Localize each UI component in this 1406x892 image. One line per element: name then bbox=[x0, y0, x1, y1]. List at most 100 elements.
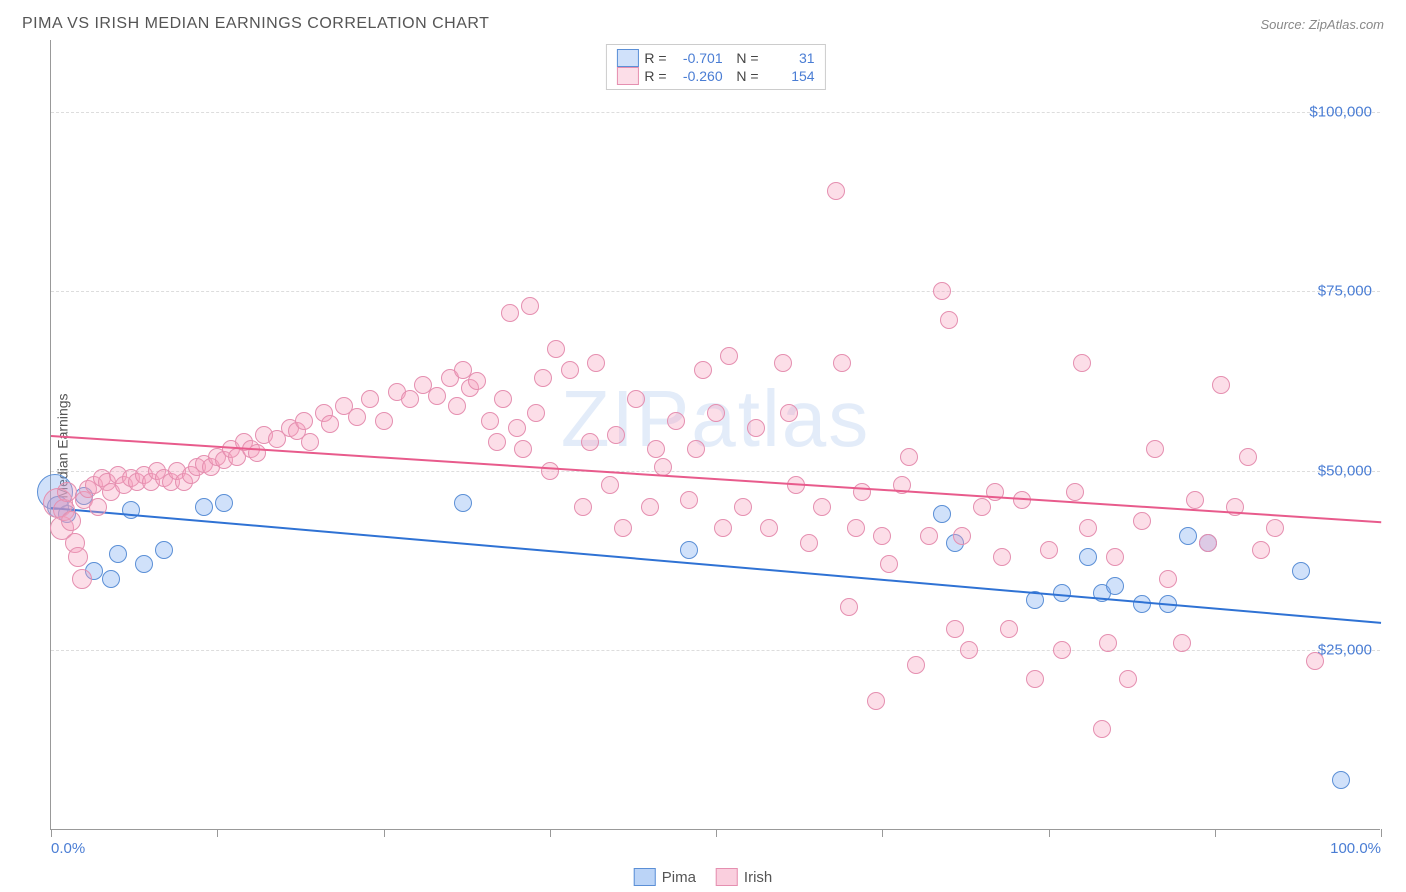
data-point bbox=[667, 412, 685, 430]
data-point bbox=[1252, 541, 1270, 559]
data-point bbox=[301, 433, 319, 451]
x-tick bbox=[51, 829, 52, 837]
data-point bbox=[122, 501, 140, 519]
gridline bbox=[51, 291, 1380, 292]
data-point bbox=[647, 440, 665, 458]
data-point bbox=[953, 527, 971, 545]
data-point bbox=[847, 519, 865, 537]
data-point bbox=[880, 555, 898, 573]
data-point bbox=[454, 494, 472, 512]
data-point bbox=[867, 692, 885, 710]
data-point bbox=[694, 361, 712, 379]
data-point bbox=[541, 462, 559, 480]
data-point bbox=[581, 433, 599, 451]
data-point bbox=[514, 440, 532, 458]
data-point bbox=[920, 527, 938, 545]
x-tick bbox=[882, 829, 883, 837]
data-point bbox=[720, 347, 738, 365]
data-point bbox=[155, 541, 173, 559]
data-point bbox=[933, 282, 951, 300]
data-point bbox=[780, 404, 798, 422]
data-point bbox=[1292, 562, 1310, 580]
data-point bbox=[468, 372, 486, 390]
data-point bbox=[900, 448, 918, 466]
data-point bbox=[1106, 577, 1124, 595]
x-tick bbox=[550, 829, 551, 837]
data-point bbox=[1066, 483, 1084, 501]
data-point bbox=[1239, 448, 1257, 466]
data-point bbox=[813, 498, 831, 516]
y-tick-label: $25,000 bbox=[1318, 642, 1372, 659]
legend-r-value: -0.701 bbox=[673, 50, 723, 66]
data-point bbox=[680, 491, 698, 509]
data-point bbox=[1146, 440, 1164, 458]
data-point bbox=[295, 412, 313, 430]
x-tick bbox=[217, 829, 218, 837]
x-tick bbox=[1381, 829, 1382, 837]
legend-r-label: R = bbox=[644, 50, 666, 66]
data-point bbox=[1079, 548, 1097, 566]
data-point bbox=[57, 482, 77, 502]
gridline bbox=[51, 112, 1380, 113]
series-legend-item: Irish bbox=[716, 868, 772, 886]
data-point bbox=[448, 397, 466, 415]
data-point bbox=[714, 519, 732, 537]
data-point bbox=[833, 354, 851, 372]
data-point bbox=[1079, 519, 1097, 537]
data-point bbox=[873, 527, 891, 545]
data-point bbox=[1093, 720, 1111, 738]
data-point bbox=[1159, 570, 1177, 588]
data-point bbox=[361, 390, 379, 408]
data-point bbox=[102, 570, 120, 588]
x-tick-label: 0.0% bbox=[51, 840, 85, 857]
data-point bbox=[1053, 641, 1071, 659]
legend-swatch bbox=[716, 868, 738, 886]
data-point bbox=[641, 498, 659, 516]
trend-line bbox=[51, 435, 1381, 523]
data-point bbox=[401, 390, 419, 408]
data-point bbox=[501, 304, 519, 322]
data-point bbox=[1173, 634, 1191, 652]
data-point bbox=[1306, 652, 1324, 670]
data-point bbox=[1133, 512, 1151, 530]
x-tick-label: 100.0% bbox=[1330, 840, 1381, 857]
data-point bbox=[1000, 620, 1018, 638]
x-tick bbox=[384, 829, 385, 837]
data-point bbox=[907, 656, 925, 674]
data-point bbox=[607, 426, 625, 444]
data-point bbox=[375, 412, 393, 430]
y-tick-label: $50,000 bbox=[1318, 462, 1372, 479]
series-legend-label: Irish bbox=[744, 869, 772, 886]
legend-row: R =-0.701 N =31 bbox=[616, 49, 814, 67]
y-tick-label: $75,000 bbox=[1318, 283, 1372, 300]
series-legend-item: Pima bbox=[634, 868, 696, 886]
data-point bbox=[1199, 534, 1217, 552]
data-point bbox=[993, 548, 1011, 566]
data-point bbox=[601, 476, 619, 494]
data-point bbox=[827, 182, 845, 200]
legend-row: R =-0.260 N =154 bbox=[616, 67, 814, 85]
data-point bbox=[248, 444, 266, 462]
correlation-legend: R =-0.701 N =31R =-0.260 N =154 bbox=[605, 44, 825, 90]
data-point bbox=[488, 433, 506, 451]
data-point bbox=[481, 412, 499, 430]
data-point bbox=[960, 641, 978, 659]
data-point bbox=[61, 511, 81, 531]
data-point bbox=[774, 354, 792, 372]
data-point bbox=[680, 541, 698, 559]
data-point bbox=[321, 415, 339, 433]
data-point bbox=[195, 498, 213, 516]
data-point bbox=[428, 387, 446, 405]
data-point bbox=[614, 519, 632, 537]
y-tick-label: $100,000 bbox=[1309, 103, 1372, 120]
data-point bbox=[1119, 670, 1137, 688]
x-tick bbox=[1049, 829, 1050, 837]
data-point bbox=[707, 404, 725, 422]
data-point bbox=[986, 483, 1004, 501]
data-point bbox=[561, 361, 579, 379]
data-point bbox=[348, 408, 366, 426]
series-legend: Pima Irish bbox=[634, 868, 773, 886]
data-point bbox=[534, 369, 552, 387]
data-point bbox=[973, 498, 991, 516]
source-label: Source: ZipAtlas.com bbox=[1260, 17, 1384, 32]
